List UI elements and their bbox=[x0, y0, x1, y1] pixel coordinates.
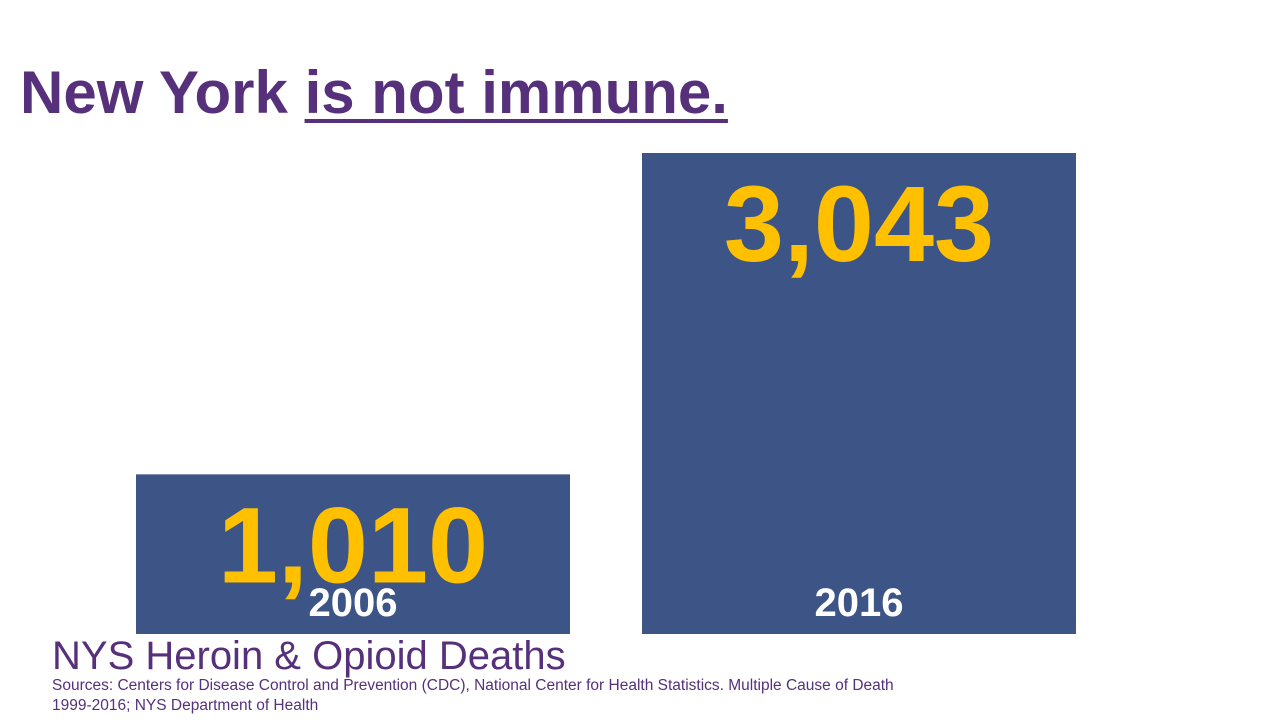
page-title: New York is not immune. bbox=[20, 60, 728, 126]
bar-2006 bbox=[136, 474, 570, 634]
bar-value-label-2016: 3,043 bbox=[724, 163, 994, 284]
bar-category-label-2016: 2016 bbox=[815, 581, 904, 625]
bar-category-label-2006: 2006 bbox=[309, 581, 398, 625]
sources-note: Sources: Centers for Disease Control and… bbox=[52, 677, 894, 714]
title-underlined: is not immune. bbox=[304, 59, 728, 126]
title-plain: New York bbox=[20, 59, 305, 126]
bar-value-label-2006: 1,010 bbox=[218, 484, 488, 605]
bar-2016 bbox=[642, 153, 1076, 634]
chart-subtitle: NYS Heroin & Opioid Deaths bbox=[52, 634, 566, 678]
